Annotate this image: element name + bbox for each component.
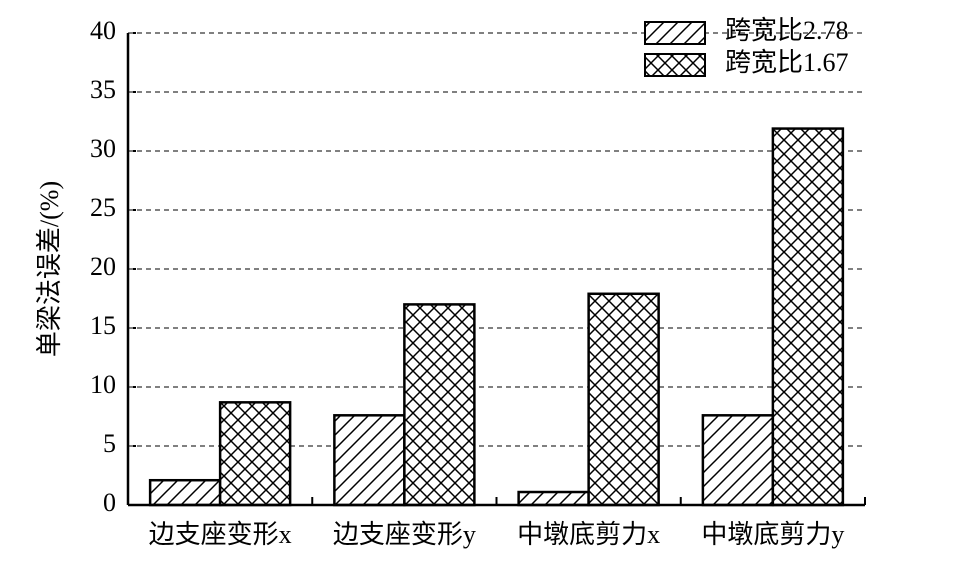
bar (587, 292, 660, 507)
y-tick-label: 35 (90, 75, 116, 104)
y-tick-label: 20 (90, 252, 116, 281)
x-tick-label: 中墩底剪力x (517, 520, 660, 549)
y-tick-label: 5 (103, 429, 116, 458)
bar (333, 414, 406, 507)
y-tick-label: 0 (103, 488, 116, 517)
y-tick-label: 10 (90, 370, 116, 399)
bar (403, 303, 476, 507)
legend-label: 跨宽比2.78 (725, 16, 849, 45)
bar (148, 478, 222, 507)
x-tick-label: 中墩底剪力y (701, 520, 844, 549)
x-tick-label: 边支座变形y (333, 520, 476, 549)
legend-label: 跨宽比1.67 (725, 48, 849, 77)
bar (218, 401, 292, 507)
y-tick-label: 15 (90, 311, 116, 340)
bar (517, 490, 590, 507)
legend-swatch (644, 53, 706, 77)
y-tick-label: 30 (90, 134, 116, 163)
x-tick-label: 边支座变形x (149, 520, 292, 549)
legend-swatch (644, 21, 706, 45)
y-tick-label: 25 (90, 193, 116, 222)
bar (701, 414, 775, 507)
bar (771, 127, 845, 507)
y-tick-label: 40 (90, 16, 116, 45)
y-axis-label: 单梁法误差/(%) (35, 181, 64, 357)
